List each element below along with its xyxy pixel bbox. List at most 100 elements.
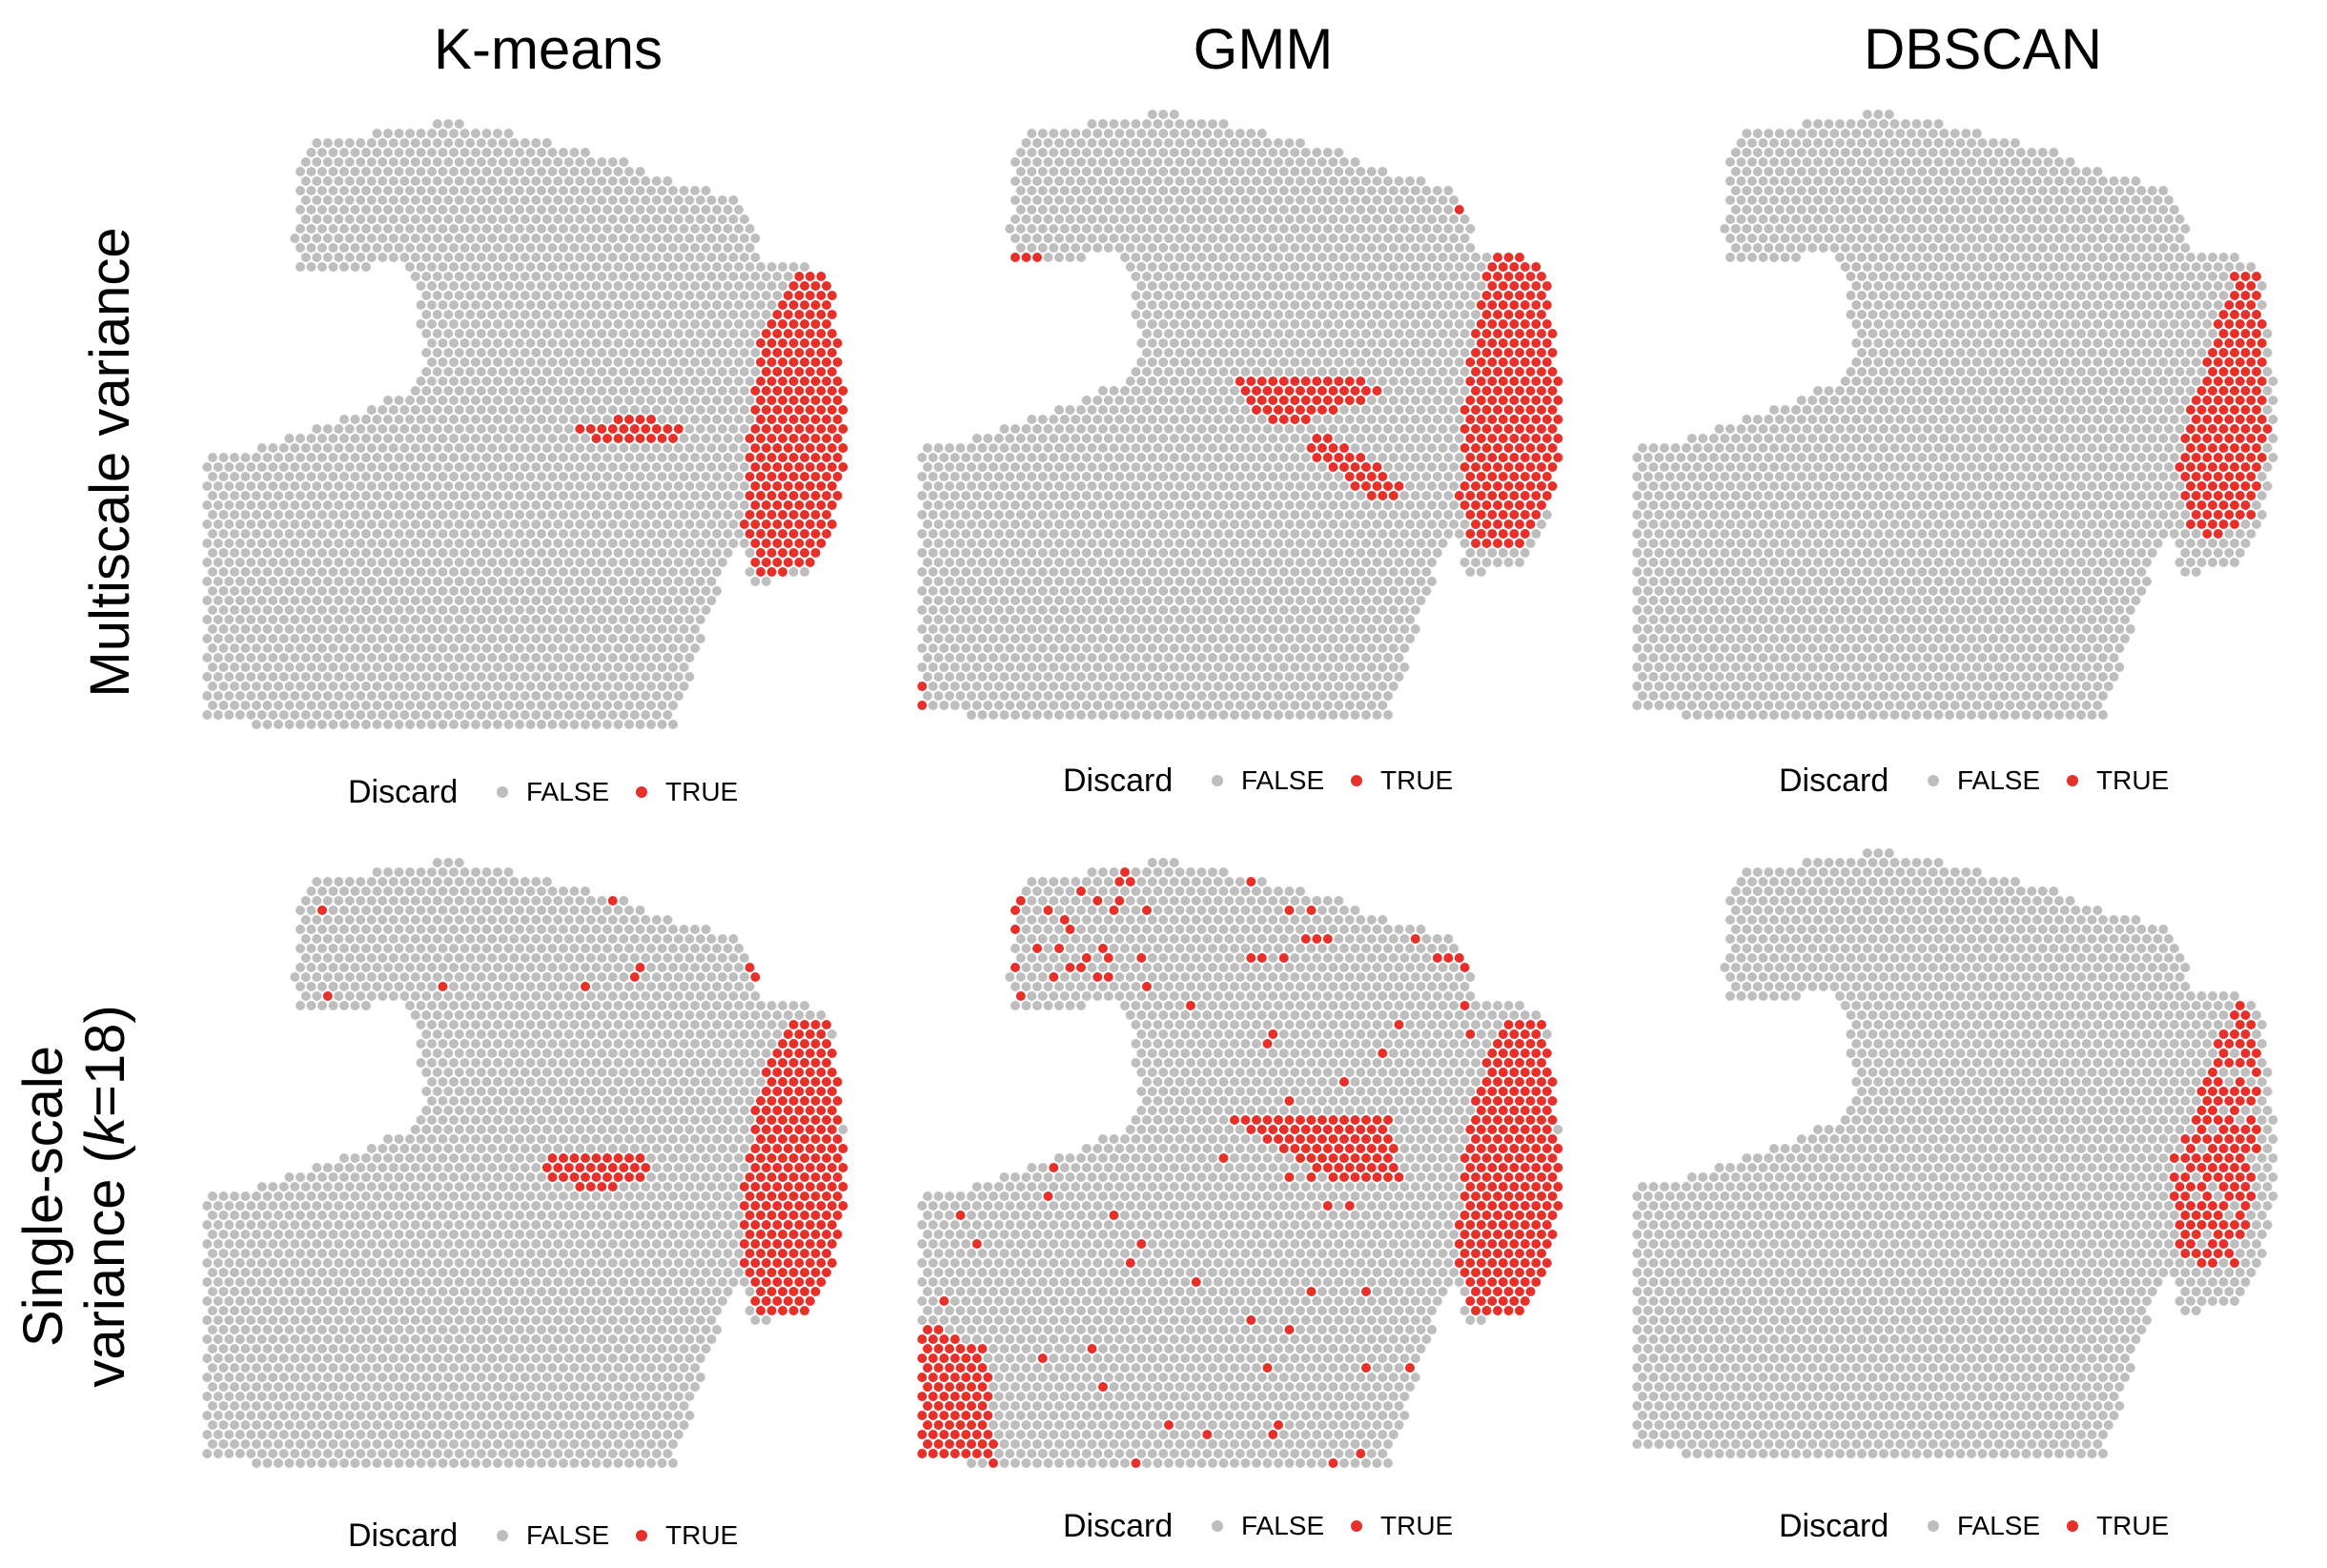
spot-false <box>1158 415 1169 424</box>
spot-false <box>525 262 536 272</box>
spot-false <box>690 319 700 329</box>
spot-false <box>1306 214 1317 224</box>
spot-true <box>1459 462 1470 472</box>
spot-false <box>766 281 777 291</box>
spot-false <box>498 367 508 377</box>
spot-true <box>1465 453 1476 462</box>
spot-false <box>1081 205 1092 214</box>
spot-false <box>541 272 552 281</box>
spot-false <box>695 558 705 567</box>
spot-false <box>1027 453 1037 462</box>
spot-false <box>673 462 684 472</box>
spot-true <box>1493 519 1502 529</box>
spot-false <box>679 624 689 634</box>
spot-false <box>1300 548 1311 558</box>
spot-false <box>1394 291 1404 300</box>
spot-false <box>1284 367 1295 377</box>
spot-false <box>1131 253 1141 262</box>
spot-false <box>1366 567 1377 577</box>
spot-false <box>1208 119 1217 129</box>
spot-false <box>493 129 502 138</box>
spot-false <box>503 338 514 348</box>
spot-false <box>246 558 256 567</box>
spot-false <box>646 377 656 386</box>
spot-false <box>1054 157 1064 167</box>
spot-true <box>1350 386 1360 396</box>
spot-false <box>240 624 251 634</box>
spot-false <box>1449 253 1459 262</box>
spot-false <box>635 243 645 253</box>
spot-false <box>1432 205 1442 214</box>
spot-false <box>378 500 388 510</box>
spot-false <box>1196 558 1207 567</box>
spot-false <box>591 624 602 634</box>
spot-false <box>1235 415 1245 424</box>
spot-false <box>1180 262 1191 272</box>
spot-false <box>1098 157 1108 167</box>
spot-false <box>476 596 486 605</box>
spot-false <box>1339 234 1349 243</box>
spot-false <box>366 558 377 567</box>
spot-false <box>619 367 629 377</box>
spot-false <box>306 148 316 157</box>
spot-true <box>1525 424 1536 434</box>
spot-false <box>1213 396 1223 405</box>
spot-false <box>476 405 486 415</box>
spot-false <box>416 701 426 710</box>
spot-true <box>827 348 837 357</box>
spot-true <box>668 434 678 443</box>
spot-false <box>317 243 327 253</box>
spot-false <box>1300 434 1311 443</box>
spot-false <box>1410 338 1420 348</box>
spot-true <box>794 500 805 510</box>
spot-false <box>695 348 705 357</box>
spot-false <box>563 519 574 529</box>
spot-false <box>1344 529 1355 539</box>
spot-false <box>1432 224 1442 234</box>
spot-false <box>487 253 498 262</box>
spot-false <box>503 205 514 214</box>
spot-false <box>427 415 437 424</box>
spot-false <box>438 396 448 405</box>
spot-false <box>317 548 327 558</box>
spot-false <box>471 262 480 272</box>
spot-false <box>591 205 602 214</box>
spot-false <box>1196 443 1207 453</box>
spot-false <box>1103 472 1113 481</box>
spot-false <box>1306 348 1317 357</box>
spot-false <box>939 491 949 500</box>
spot-false <box>268 596 278 605</box>
spot-false <box>356 558 366 567</box>
spot-false <box>657 300 667 310</box>
spot-false <box>1300 510 1311 519</box>
spot-false <box>1344 281 1355 291</box>
spot-false <box>739 443 749 453</box>
spot-false <box>218 453 229 462</box>
spot-false <box>1268 548 1278 558</box>
spot-false <box>208 491 217 500</box>
spot-true <box>1487 377 1498 386</box>
spot-false <box>481 186 492 195</box>
spot-false <box>1005 472 1015 481</box>
spot-false <box>1202 453 1213 462</box>
spot-false <box>378 558 388 567</box>
spot-false <box>1256 529 1267 539</box>
spot-false <box>1054 500 1064 510</box>
spot-false <box>421 519 432 529</box>
spot-false <box>262 605 273 615</box>
spot-false <box>1059 491 1070 500</box>
spot-true <box>1498 434 1508 443</box>
spot-false <box>1114 491 1125 500</box>
spot-false <box>356 157 366 167</box>
spot-false <box>1065 443 1075 453</box>
spot-false <box>1043 253 1053 262</box>
spot-false <box>553 386 563 396</box>
spot-false <box>646 567 656 577</box>
spot-false <box>1180 586 1191 596</box>
spot-false <box>1350 424 1360 434</box>
spot-false <box>1169 396 1179 405</box>
spot-false <box>1312 300 1322 310</box>
spot-false <box>443 615 454 624</box>
spot-false <box>1438 519 1448 529</box>
spot-false <box>1278 167 1289 176</box>
